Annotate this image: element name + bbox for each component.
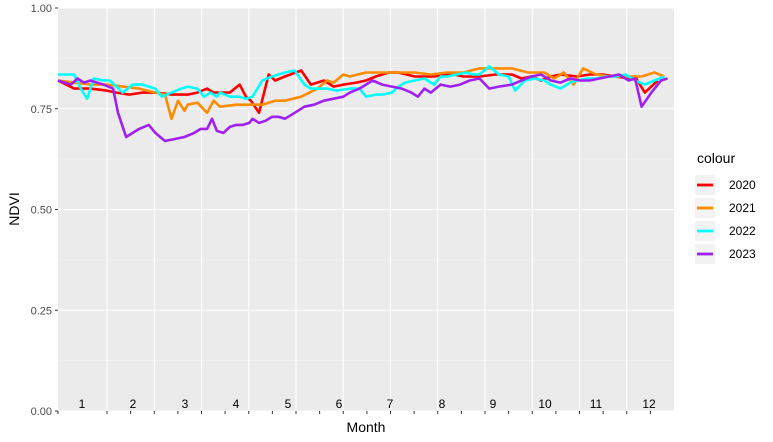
- month-label: 5: [285, 397, 292, 411]
- month-label: 10: [538, 397, 552, 411]
- minor-gridlines: [58, 58, 674, 361]
- y-tick-label: 0.00: [31, 406, 52, 418]
- legend-label-2022: 2022: [729, 224, 756, 238]
- y-axis: 0.00 0.25 0.50 0.75 1.00: [31, 3, 58, 418]
- legend: colour 2020 2021 2022 2023: [695, 150, 756, 264]
- month-label: 9: [490, 397, 497, 411]
- month-label: 3: [182, 397, 189, 411]
- legend-label-2020: 2020: [729, 178, 756, 192]
- series-lines: [57, 65, 668, 143]
- series-line-2022: [58, 65, 665, 100]
- series-line-2023: [57, 73, 668, 143]
- month-label: 6: [336, 397, 343, 411]
- month-label: 12: [642, 397, 656, 411]
- month-label: 1: [79, 397, 86, 411]
- y-tick-label: 0.50: [31, 205, 52, 217]
- legend-label-2021: 2021: [729, 201, 756, 215]
- month-labels: 1 2 3 4 5 6 7 8 9 10 11 12: [79, 397, 656, 411]
- legend-label-2023: 2023: [729, 247, 756, 261]
- legend-title: colour: [697, 150, 735, 166]
- y-tick-label: 0.25: [31, 305, 52, 317]
- month-label: 11: [590, 397, 603, 411]
- month-dividers: [106, 8, 628, 411]
- y-tick-label: 1.00: [31, 3, 52, 15]
- month-label: 8: [439, 397, 446, 411]
- month-label: 7: [387, 397, 394, 411]
- series-line-2021: [57, 67, 665, 121]
- x-axis: [57, 411, 651, 414]
- x-axis-title: Month: [347, 419, 386, 435]
- major-gridlines: [58, 7, 674, 412]
- month-label: 4: [233, 397, 240, 411]
- month-label: 2: [130, 397, 137, 411]
- y-axis-title: NDVI: [6, 192, 22, 225]
- y-tick-label: 0.75: [31, 104, 52, 116]
